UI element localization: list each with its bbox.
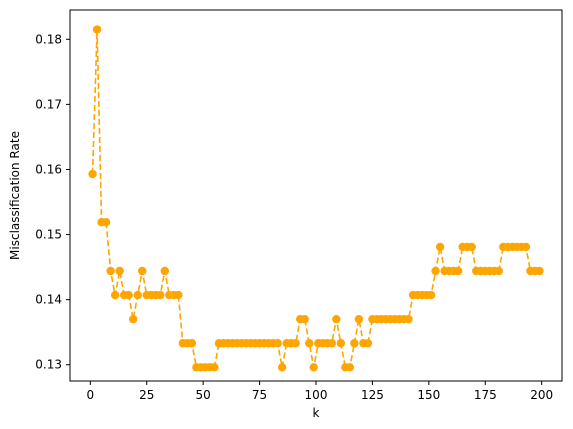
data-point (354, 314, 364, 324)
data-point (156, 290, 165, 300)
data-point (106, 266, 115, 276)
data-point (336, 339, 346, 348)
data-point (88, 169, 97, 179)
data-point (101, 217, 111, 227)
data-point (300, 314, 309, 324)
data-point (332, 314, 341, 324)
x-tick-label: 0 (86, 388, 94, 402)
data-point (453, 266, 463, 276)
data-point (327, 339, 336, 348)
x-tick-label: 150 (417, 388, 440, 402)
data-point (521, 242, 531, 252)
x-tick-label: 75 (252, 388, 267, 402)
y-tick-label: 0.18 (35, 32, 62, 46)
y-tick-label: 0.16 (35, 162, 62, 176)
data-point (277, 363, 287, 372)
x-axis-label: k (313, 406, 320, 420)
data-point (110, 290, 120, 300)
data-point (350, 339, 359, 348)
data-point (174, 290, 183, 300)
y-tick-label: 0.17 (35, 97, 62, 111)
x-tick-label: 200 (530, 388, 553, 402)
y-tick-label: 0.13 (35, 358, 62, 372)
data-point (404, 314, 413, 324)
y-tick-label: 0.14 (35, 293, 62, 307)
x-tick-label: 25 (139, 388, 154, 402)
x-tick-label: 125 (361, 388, 384, 402)
plot-area (88, 25, 544, 372)
x-tick-label: 50 (196, 388, 211, 402)
data-point (535, 266, 544, 276)
data-point (124, 290, 133, 300)
x-axis: 0 25 50 75 100 125 150 175 200 (86, 381, 553, 402)
data-point (345, 363, 355, 372)
data-point (494, 266, 504, 276)
data-point (210, 363, 219, 372)
data-point (138, 266, 147, 276)
y-axis-label: Misclassification Rate (8, 131, 22, 260)
x-tick-label: 175 (474, 388, 497, 402)
data-point (291, 339, 300, 348)
data-point (92, 25, 102, 34)
data-point (273, 339, 282, 348)
data-point (363, 339, 373, 348)
data-point (115, 266, 124, 276)
x-tick-label: 100 (305, 388, 328, 402)
data-point (133, 290, 142, 300)
y-tick-label: 0.15 (35, 228, 62, 242)
y-axis: 0.13 0.14 0.15 0.16 0.17 0.18 (35, 32, 70, 372)
data-point (431, 266, 440, 276)
data-point (467, 242, 476, 252)
data-point (160, 266, 169, 276)
data-point (305, 339, 314, 348)
data-point (187, 339, 197, 348)
data-point (426, 290, 436, 300)
data-point (309, 363, 318, 372)
data-point (435, 242, 445, 252)
data-point (128, 314, 138, 324)
